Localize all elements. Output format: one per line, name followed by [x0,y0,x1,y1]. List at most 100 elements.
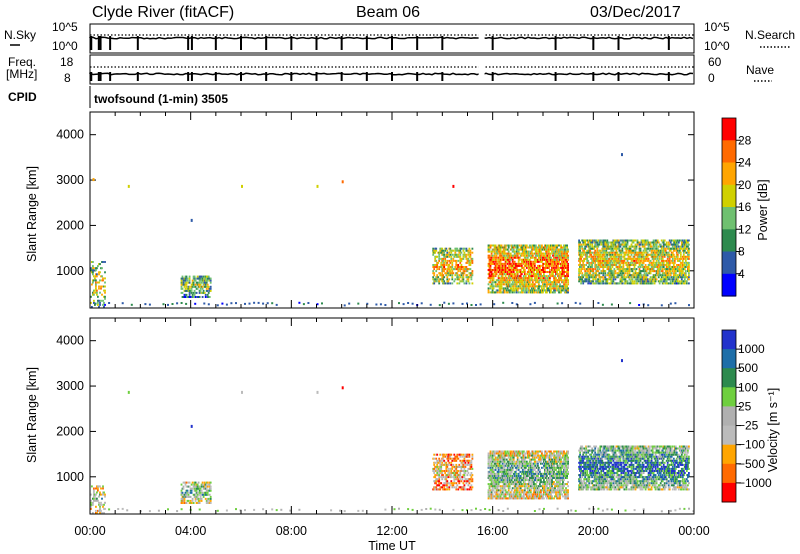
data-cell [501,246,504,249]
data-cell [592,259,595,262]
data-cell [659,243,662,246]
data-cell [489,485,492,488]
data-cell [435,259,438,262]
data-cell [517,252,520,255]
data-cell [493,266,496,269]
data-cell [665,266,668,268]
data-cell [502,472,505,475]
data-cell [456,457,459,460]
data-cell [499,279,502,282]
data-cell [656,268,659,271]
data-cell [651,266,654,268]
data-cell [647,304,650,307]
data-cell [455,259,458,262]
data-cell [507,271,510,273]
data-cell [436,268,439,271]
data-cell [433,249,436,252]
data-cell [586,243,589,246]
data-cell [498,456,501,459]
data-cell [683,274,686,277]
data-cell [449,474,452,477]
data-cell [554,262,556,265]
data-cell [632,259,635,262]
data-cell [491,464,494,467]
data-cell [605,282,608,285]
data-cell [594,261,597,264]
data-cell [558,266,560,269]
data-cell [593,241,596,244]
data-cell [208,289,211,292]
data-cell [604,247,607,250]
data-cell [655,270,658,273]
data-cell [595,245,598,248]
data-cell [432,247,435,250]
data-cell [98,285,100,288]
data-cell [549,287,551,290]
data-cell [602,247,605,250]
data-cell [680,274,683,277]
data-cell [678,239,681,242]
data-cell [495,266,498,269]
data-cell [674,241,677,244]
data-cell [532,262,535,265]
data-cell [544,283,546,286]
data-cell [495,452,498,455]
data-cell [659,278,662,281]
data-cell [96,512,98,514]
data-cell [467,484,470,487]
data-cell [657,253,660,256]
data-cell [209,287,212,290]
data-cell [495,250,498,253]
data-cell [467,251,470,254]
data-cell [194,279,197,282]
data-cell [552,252,554,255]
data-cell [674,247,677,250]
data-cell [184,491,187,494]
data-cell [465,280,468,283]
data-cell [499,250,502,253]
data-cell [500,472,503,475]
data-cell [266,302,269,305]
data-cell [655,255,658,258]
data-cell [511,456,514,459]
data-cell [438,253,441,256]
data-cell [97,301,99,304]
data-cell [673,255,676,258]
data-cell [467,249,470,252]
data-cell [596,243,599,246]
data-cell [555,283,557,286]
data-cell [566,256,568,259]
data-cell [493,452,496,455]
data-cell [435,278,438,281]
data-cell [189,499,192,502]
data-cell [205,499,208,502]
data-cell [673,249,676,252]
data-cell [617,272,620,275]
data-cell [562,275,564,278]
data-cell [494,468,497,471]
data-cell [625,239,628,242]
data-cell [688,268,690,271]
data-cell [610,282,613,285]
data-cell [566,273,568,276]
data-cell [501,460,504,463]
data-cell [461,302,464,305]
data-cell [494,258,497,261]
data-cell [438,278,441,281]
data-cell [632,249,635,252]
data-cell [503,248,506,251]
data-cell [533,279,536,282]
data-cell [495,491,498,494]
data-cell [191,279,194,282]
data-cell [672,272,675,275]
data-cell [617,268,620,271]
data-cell [505,464,508,467]
data-cell [490,497,493,500]
data-cell [685,255,688,258]
data-cell [665,264,668,266]
data-cell [542,275,544,278]
data-cell [653,243,656,246]
data-cell [599,259,602,262]
data-cell [502,479,505,482]
data-cell [681,241,684,244]
